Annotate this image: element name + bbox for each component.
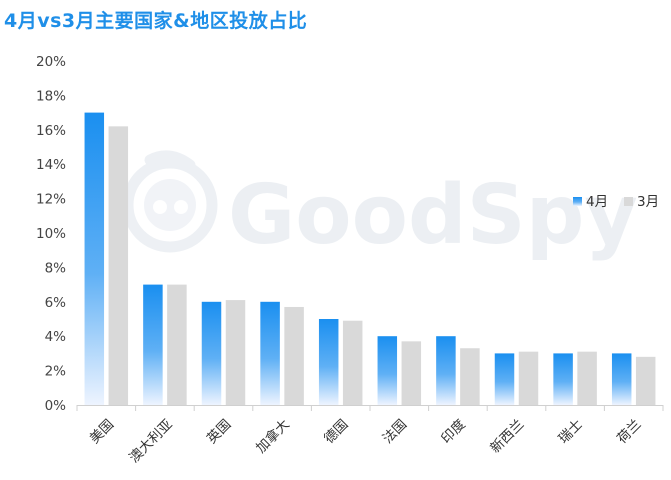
- y-tick-label: 0%: [45, 398, 67, 414]
- x-category-label: 德国: [321, 417, 351, 447]
- legend-label-mar: 3月: [637, 194, 659, 210]
- x-category-label: 英国: [203, 416, 234, 447]
- bar-mar-3: [284, 306, 304, 405]
- x-category-label: 印度: [438, 417, 468, 447]
- y-tick-label: 20%: [36, 54, 66, 70]
- x-category-label: 澳大利亚: [126, 417, 175, 466]
- y-tick-label: 18%: [36, 88, 66, 104]
- x-category-label: 美国: [87, 417, 117, 447]
- legend-swatch-mar: [624, 197, 633, 206]
- bar-apr-5: [377, 336, 398, 405]
- x-category-label: 荷兰: [614, 417, 644, 447]
- bar-apr-7: [494, 353, 515, 405]
- bar-mar-1: [167, 284, 187, 405]
- bar-apr-0: [84, 112, 105, 405]
- bar-mar-2: [225, 300, 246, 405]
- y-axis: 0% 2% 4% 6% 8% 10% 12% 14% 16% 18% 20%: [36, 54, 66, 414]
- bar-apr-2: [201, 301, 222, 405]
- legend-label-apr: 4月: [586, 194, 608, 210]
- bar-apr-4: [318, 319, 339, 405]
- bar-mar-9: [635, 356, 656, 405]
- bar-apr-6: [436, 336, 456, 405]
- bar-apr-1: [143, 284, 163, 405]
- legend: 4月 3月: [573, 194, 659, 210]
- bar-apr-3: [260, 301, 280, 405]
- bar-mar-7: [518, 351, 539, 405]
- y-tick-label: 12%: [36, 192, 66, 208]
- legend-swatch-apr: [573, 197, 582, 206]
- x-category-label: 瑞士: [556, 417, 586, 447]
- bar-mar-4: [342, 320, 363, 405]
- bars: [84, 112, 656, 406]
- y-tick-label: 16%: [36, 123, 66, 139]
- x-category-label: 法国: [380, 417, 410, 447]
- bar-apr-8: [553, 353, 573, 405]
- goodspy-logo-icon: [122, 150, 218, 253]
- chart-title: 4月vs3月主要国家&地区投放占比: [4, 10, 308, 32]
- y-tick-label: 10%: [36, 226, 66, 242]
- bar-mar-5: [401, 341, 422, 405]
- y-tick-label: 2%: [45, 364, 67, 380]
- y-tick-label: 8%: [45, 260, 67, 276]
- y-tick-label: 14%: [36, 157, 66, 173]
- x-axis: 美国 澳大利亚 英国 加拿大 德国 法国 印度 新西兰 瑞士 荷兰: [87, 416, 645, 466]
- bar-mar-6: [460, 348, 480, 405]
- x-category-label: 加拿大: [252, 416, 293, 457]
- bar-apr-9: [611, 353, 632, 405]
- bar-mar-8: [577, 351, 597, 405]
- y-tick-label: 4%: [45, 329, 67, 345]
- bar-mar-0: [108, 126, 129, 406]
- y-tick-label: 6%: [45, 295, 67, 311]
- watermark-text: GoodSpy: [228, 168, 638, 263]
- x-axis-ticks: [76, 405, 664, 411]
- x-category-label: 新西兰: [487, 417, 527, 457]
- watermark: GoodSpy: [122, 150, 638, 263]
